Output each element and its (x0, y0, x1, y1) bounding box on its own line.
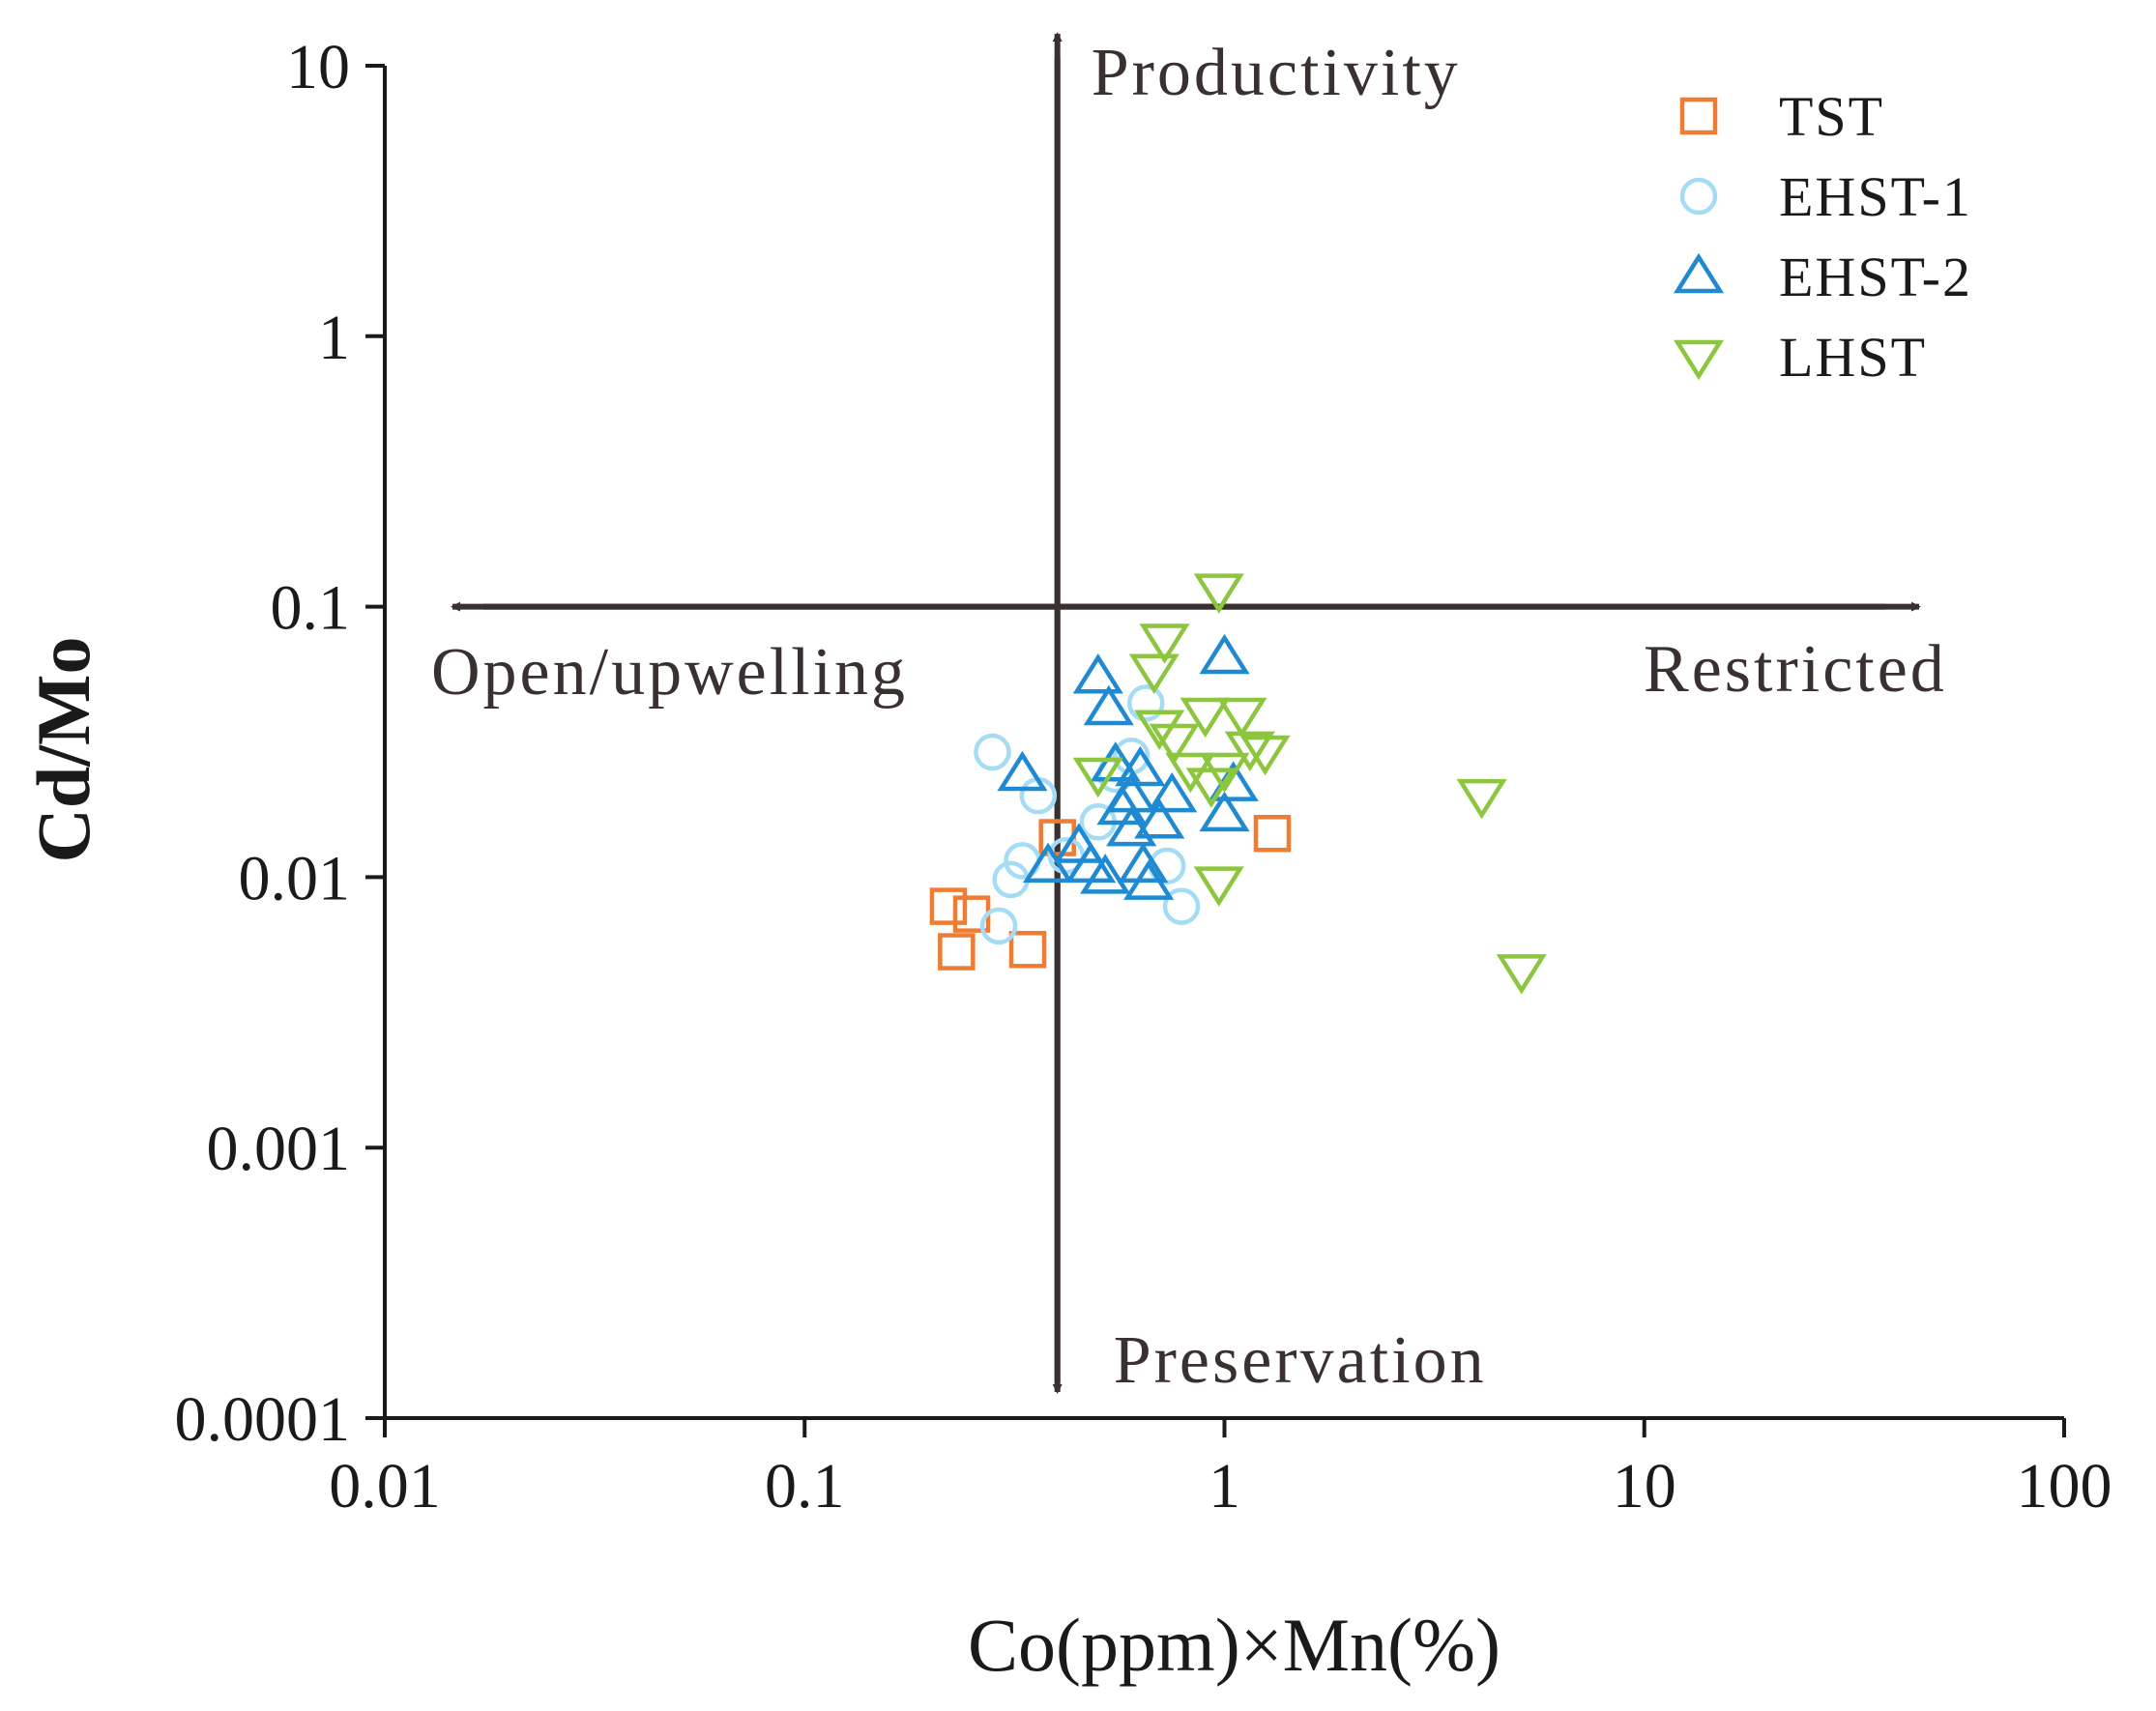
point-lhst (1139, 624, 1190, 664)
point-ehst-2 (1134, 798, 1185, 839)
point-ehst-2 (1199, 633, 1250, 675)
point-lhst (1456, 778, 1507, 820)
point-lhst (1199, 752, 1250, 794)
point-lhst (1193, 866, 1244, 907)
point-ehst-2 (1106, 771, 1157, 813)
legend-marker-lhst (1673, 339, 1725, 381)
annotation-preservation: Preservation (1114, 1323, 1487, 1398)
y-tick-label: 0.001 (207, 1114, 351, 1184)
point-ehst-2 (1022, 842, 1074, 884)
point-ehst-1 (1127, 684, 1165, 722)
series-tst (929, 814, 1292, 971)
point-ehst-2 (1199, 791, 1250, 832)
legend-marker-ehst-2 (1673, 252, 1725, 294)
point-ehst-2 (1123, 859, 1175, 900)
y-tick-label: 1 (318, 303, 350, 373)
series-ehst-2 (997, 633, 1259, 900)
legend: TST EHST-1 EHST-2 LHST (1673, 85, 1972, 389)
annotation-productivity: Productivity (1092, 36, 1461, 110)
x-tick-label: 1 (1209, 1451, 1240, 1522)
point-ehst-2 (1053, 823, 1104, 863)
quadrant-dividers: Productivity Preservation Open/upwelling Re… (431, 32, 1947, 1398)
data-points (929, 573, 1547, 995)
y-axis-title: Cd/Mo (21, 637, 105, 863)
point-lhst (1496, 954, 1547, 995)
point-ehst-2 (1083, 684, 1134, 726)
axes: 0.01 0.1 1 10 100 0.0001 0.001 0.01 0.1 1 10 Co(ppm… (21, 32, 2112, 1687)
point-lhst (1193, 573, 1244, 614)
point-ehst-2 (1147, 771, 1198, 813)
point-lhst (1149, 723, 1200, 765)
point-tst (1253, 814, 1292, 853)
point-lhst (1134, 710, 1185, 750)
x-axis-title: Co(ppm)×Mn(%) (968, 1603, 1500, 1687)
point-ehst-2 (1118, 842, 1169, 884)
point-ehst-1 (1162, 887, 1201, 925)
point-lhst (1128, 653, 1180, 695)
x-tick-label: 0.01 (329, 1451, 441, 1522)
point-ehst-2 (1072, 653, 1123, 694)
point-tst (1008, 931, 1047, 969)
point-lhst (1216, 697, 1267, 739)
point-ehst-2 (1080, 854, 1131, 894)
point-tst (938, 933, 976, 971)
point-lhst (1180, 697, 1231, 739)
y-tick-label: 10 (286, 32, 350, 102)
legend-label-ehst-1: EHST-1 (1779, 165, 1972, 228)
legend-marker-ehst-1 (1679, 177, 1718, 216)
y-tick-label: 0.1 (271, 573, 351, 644)
legend-label-tst: TST (1779, 85, 1884, 148)
point-tst (929, 887, 968, 925)
annotation-open-upwelling: Open/upwelling (431, 635, 908, 710)
point-ehst-2 (1115, 745, 1166, 787)
point-ehst-1 (992, 860, 1030, 899)
point-ehst-2 (997, 750, 1048, 792)
annotation-restricted: Restricted (1644, 632, 1947, 707)
point-ehst-1 (979, 907, 1018, 945)
point-lhst (1224, 731, 1275, 772)
point-ehst-1 (974, 733, 1011, 771)
point-lhst (1072, 757, 1123, 798)
legend-label-lhst: LHST (1779, 326, 1927, 389)
x-tick-label: 0.1 (765, 1451, 845, 1522)
y-tick-label: 0.01 (239, 843, 351, 914)
x-tick-label: 10 (1613, 1451, 1676, 1522)
legend-marker-tst (1679, 97, 1718, 135)
x-tick-label: 100 (2017, 1451, 2112, 1522)
series-lhst (1072, 573, 1547, 995)
y-tick-label: 0.0001 (175, 1384, 351, 1455)
legend-label-ehst-2: EHST-2 (1779, 246, 1972, 308)
point-lhst (1239, 735, 1291, 776)
point-ehst-2 (1090, 741, 1141, 782)
